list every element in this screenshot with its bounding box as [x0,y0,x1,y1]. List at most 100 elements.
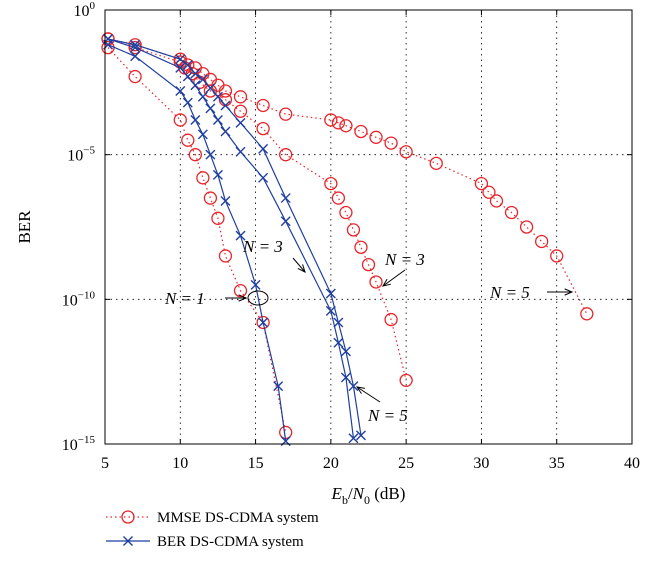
data-point [361,257,376,272]
data-point [339,205,353,220]
data-point [190,80,201,91]
data-point [197,91,208,102]
annotation-label: N = 5 [489,283,530,302]
legend-entry: MMSE DS-CDMA system [106,510,319,526]
data-point [212,169,223,180]
annotation-label: N = 3 [384,250,425,269]
y-axis-label: BER [15,210,34,244]
x-tick-label: 5 [101,455,109,472]
data-point [233,104,248,118]
legend-label: BER DS-CDMA system [157,534,304,550]
annotation: N = 3 [242,237,306,273]
data-point [233,90,248,104]
data-point [429,156,443,170]
data-point [235,146,246,157]
data-point [340,346,351,357]
series-1 [101,40,293,440]
series-line [107,38,355,439]
data-point [190,68,201,79]
annotation: N = 5 [355,386,408,425]
data-point [188,148,202,162]
x-tick-label: 30 [473,455,489,472]
y-tick-label: 10−10 [62,289,96,309]
data-point [190,114,201,125]
data-point [256,98,270,113]
data-point [280,193,291,204]
data-point [128,40,142,55]
legend: MMSE DS-CDMA system BER DS-CDMA system [106,510,319,550]
grid [105,10,632,444]
data-point [384,136,398,150]
annotation-arrow [382,269,406,287]
data-point [128,69,142,84]
data-point [339,119,353,133]
x-tick-label: 15 [248,455,264,472]
data-point [333,317,344,328]
data-point [399,145,413,159]
data-point [173,113,187,127]
annotation-label: N = 3 [242,237,283,256]
data-point [324,113,338,127]
data-point [369,275,383,289]
plot-frame [104,9,633,445]
x-tick-label: 25 [398,455,414,472]
data-point [123,536,133,546]
data-point [550,249,564,263]
series-3 [101,32,594,321]
data-point [250,279,261,290]
data-point [220,100,231,111]
data-point [325,305,336,316]
annotation-arrow [292,257,306,273]
data-point [580,307,594,321]
x-tick-label: 10 [172,455,188,472]
data-point [121,510,135,524]
x-tick-label: 35 [549,455,565,472]
data-point [280,216,291,227]
data-point [197,74,208,85]
data-point [175,86,186,97]
annotations: N = 1 N = 3 N = 3 N = 5 N = 5 [164,237,574,425]
data-point [482,185,496,199]
data-point [205,83,216,94]
data-point [205,103,216,114]
data-point [474,176,489,191]
data-point [399,373,413,387]
data-point [354,124,368,139]
series-line [107,38,407,381]
data-point [212,91,223,102]
annotation-label: N = 1 [164,289,205,308]
data-point [355,430,366,441]
legend-label: MMSE DS-CDMA system [157,510,319,526]
legend-entry: BER DS-CDMA system [106,534,304,550]
annotation-arrow [356,386,381,403]
data-point [233,284,248,298]
data-point [258,317,269,328]
x-tick-label: 20 [323,455,339,472]
data-point [128,38,142,52]
data-point [333,337,344,348]
annotation-arrowhead [355,386,365,394]
data-point [504,205,519,220]
data-point [369,130,383,144]
data-point [325,288,336,299]
data-point [279,107,293,121]
data-point [220,126,231,137]
data-point [384,312,398,327]
annotation-arrowhead [238,294,248,302]
data-point [256,121,270,136]
data-point [182,71,193,82]
data-point [203,191,218,205]
data-point [175,54,186,65]
data-point [212,114,223,125]
data-point [519,220,534,234]
data-point [348,381,359,392]
data-point [331,191,346,205]
annotation: N = 5 [489,283,574,302]
data-point [535,234,549,249]
series-layer [101,32,594,447]
y-tick-label: 10−5 [67,145,95,165]
annotation-arrowhead [381,278,391,287]
data-point [489,194,504,208]
data-point [256,315,270,330]
